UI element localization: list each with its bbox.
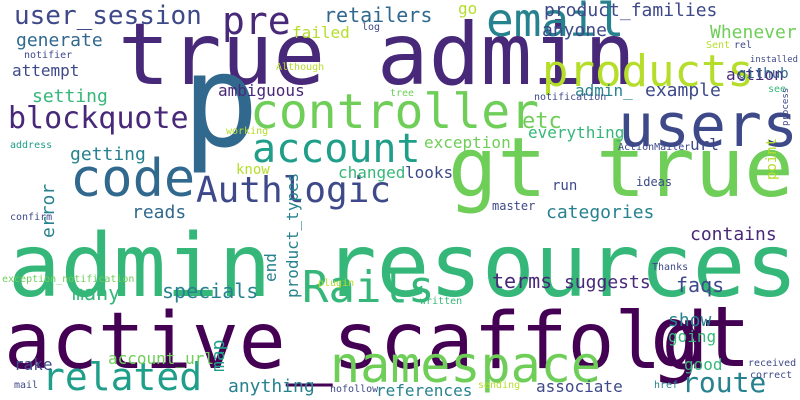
word-attempt: attempt (12, 61, 79, 80)
word-categories: categories (546, 202, 654, 223)
word-faqs: faqs (676, 273, 724, 297)
word-tree: tree (390, 88, 414, 99)
word-looks: looks (405, 163, 453, 182)
word-anyone: anyone (542, 20, 607, 41)
word-changed: changed (338, 163, 405, 182)
word-active-scaffold: active_scaffold (4, 297, 708, 387)
word-associate: associate (536, 377, 623, 396)
word-everything: everything (528, 123, 624, 142)
word-rel: rel (734, 40, 752, 51)
word-reads: reads (132, 202, 186, 223)
word-process: process (781, 88, 791, 126)
word-rails: Rails (302, 262, 434, 313)
word-plugin: plugin (318, 278, 354, 289)
word-users: users (618, 92, 798, 161)
word-whenever: Whenever (710, 22, 797, 43)
word-map: map (208, 339, 229, 372)
word-see: see (768, 84, 786, 95)
word-mail: mail (14, 380, 38, 391)
word-rake: rake (14, 355, 53, 374)
word-correct: correct (750, 370, 792, 381)
word-namespace: namespace (330, 336, 601, 394)
word-controller: controller (250, 84, 539, 140)
word-point: point (764, 138, 780, 180)
word-anything: anything (228, 376, 315, 397)
word-notifier: notifier (24, 50, 72, 61)
word-thanks: Thanks (652, 262, 688, 273)
word-many: many (72, 281, 120, 305)
word-gt: gt (650, 288, 751, 386)
word-terms: terms (492, 269, 552, 293)
word-nofollow: nofollow (330, 384, 379, 395)
word-good: good (684, 355, 723, 374)
word-references: references (376, 381, 472, 400)
word-address: address (10, 140, 52, 151)
word-confirm: confirm (10, 212, 52, 223)
word-generate: generate (16, 30, 103, 51)
word-exception: exception (424, 133, 511, 152)
word-action: action (726, 65, 784, 84)
word-error: error (38, 184, 59, 238)
word-received: received (748, 358, 796, 369)
word-products: products (542, 46, 754, 97)
word-getting: getting (70, 144, 146, 165)
word-log: log (362, 22, 380, 33)
word-email: email (486, 0, 624, 47)
word-url: url (690, 135, 719, 154)
word-sent: Sent (706, 40, 730, 51)
word-admin: admin_ (575, 81, 633, 100)
word-ambiguous: ambiguous (218, 81, 305, 100)
word-end: end (261, 253, 280, 282)
word-user-session: user_session (14, 1, 202, 31)
word-route: route (682, 366, 766, 399)
word-authlogic: Authlogic (196, 170, 391, 211)
word-true-admin: true admin (118, 5, 636, 105)
word-master: master (492, 199, 535, 213)
word-working: working (226, 126, 268, 137)
word-account: account (252, 126, 421, 172)
word-going: going (668, 327, 716, 346)
word-notification: notification (534, 92, 606, 103)
word-etc: etc (522, 109, 562, 134)
word-related: related (42, 355, 202, 399)
word-exception-notification: exception_notification (2, 274, 134, 285)
word-p: p (182, 28, 259, 177)
word-admin-resources: admin resources (8, 215, 798, 317)
word-suggests: suggests (564, 272, 651, 293)
word-ideas: ideas (636, 175, 672, 189)
word-specials: specials (162, 279, 258, 303)
word-go: go (458, 0, 477, 18)
word-know: know (236, 162, 270, 178)
word-account-url: account_url (108, 349, 214, 368)
word-although: Although (276, 62, 324, 73)
word-product-families: product_families (544, 0, 717, 21)
word-product-types: product_types (283, 173, 302, 298)
word-blockquote: blockquote (8, 101, 189, 136)
word-installed: installed (750, 55, 798, 65)
word-run: run (552, 178, 577, 194)
word-contains: contains (690, 224, 777, 245)
word-retailers: retailers (324, 3, 432, 27)
word-code: code (70, 149, 195, 209)
word-pre: pre (222, 0, 291, 43)
word-setting: setting (32, 86, 108, 107)
word-actionmailer: ActionMailer (618, 142, 690, 153)
word-written: written (420, 296, 462, 307)
word-example: example (645, 80, 721, 101)
word-failed: failed (292, 23, 350, 42)
word-show: show (668, 310, 712, 331)
word-gt-true: gt true (448, 121, 794, 216)
word-sending: sending (478, 380, 520, 391)
word-href: href (654, 380, 678, 391)
word-github: github (738, 66, 789, 82)
